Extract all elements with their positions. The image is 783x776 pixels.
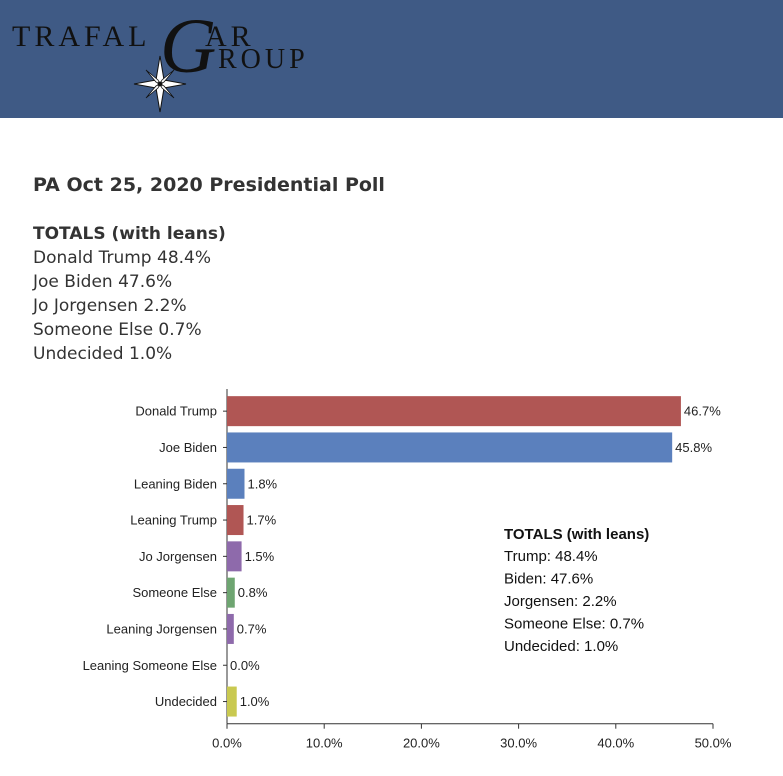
x-tick-label: 10.0% [306, 736, 343, 751]
value-label: 1.8% [247, 476, 277, 491]
bar [227, 577, 235, 608]
value-label: 45.8% [675, 440, 712, 455]
total-line-jorgensen: Jo Jorgensen 2.2% [33, 296, 187, 316]
value-label: 46.7% [684, 404, 721, 419]
svg-text:AR: AR [205, 20, 255, 53]
x-tick-label: 50.0% [695, 736, 732, 751]
bar [227, 468, 245, 499]
svg-text:TRAFAL: TRAFAL [12, 20, 150, 53]
x-tick-label: 0.0% [212, 736, 242, 751]
category-label: Someone Else [132, 585, 217, 600]
total-line-biden: Joe Biden 47.6% [33, 272, 173, 292]
totals-heading: TOTALS (with leans) [33, 224, 226, 244]
annotation-line: Trump: 48.4% [504, 548, 598, 565]
annotation-line: Undecided: 1.0% [504, 638, 618, 655]
annotation-line: Biden: 47.6% [504, 571, 593, 588]
bar [227, 505, 244, 536]
category-label: Joe Biden [159, 440, 217, 455]
poll-title: PA Oct 25, 2020 Presidential Poll [33, 174, 385, 196]
category-label: Jo Jorgensen [139, 549, 217, 564]
value-label: 0.0% [230, 658, 260, 673]
bar [227, 613, 234, 644]
category-label: Undecided [155, 694, 217, 709]
x-tick-label: 20.0% [403, 736, 440, 751]
header-banner: TRAFAL G AR ROUP [0, 0, 783, 118]
category-label: Leaning Trump [130, 513, 217, 528]
total-line-someone-else: Someone Else 0.7% [33, 320, 202, 340]
total-line-undecided: Undecided 1.0% [33, 344, 173, 364]
compass-star-icon [133, 55, 187, 113]
totals-summary: TOTALS (with leans) Donald Trump 48.4% J… [33, 222, 226, 366]
x-tick-label: 40.0% [597, 736, 634, 751]
bar [227, 686, 237, 717]
annotation-heading: TOTALS (with leans) [504, 526, 649, 543]
bar [227, 541, 242, 572]
svg-text:ROUP: ROUP [218, 44, 309, 75]
category-label: Donald Trump [135, 404, 217, 419]
value-label: 1.0% [240, 694, 270, 709]
total-line-trump: Donald Trump 48.4% [33, 248, 212, 268]
bar [227, 396, 681, 427]
bar [227, 432, 673, 463]
trafalgar-group-logo: TRAFAL G AR ROUP [12, 2, 309, 113]
value-label: 0.8% [238, 585, 268, 600]
value-label: 0.7% [237, 621, 267, 636]
category-label: Leaning Jorgensen [106, 621, 217, 636]
annotation-line: Jorgensen: 2.2% [504, 593, 617, 610]
category-label: Leaning Biden [134, 476, 217, 491]
annotation-line: Someone Else: 0.7% [504, 616, 644, 633]
poll-bar-chart: Donald Trump 46.7% Joe Biden 45.8% Leaning B… [83, 389, 732, 751]
value-label: 1.7% [247, 513, 277, 528]
category-label: Leaning Someone Else [83, 658, 217, 673]
value-label: 1.5% [245, 549, 275, 564]
x-tick-label: 30.0% [500, 736, 537, 751]
